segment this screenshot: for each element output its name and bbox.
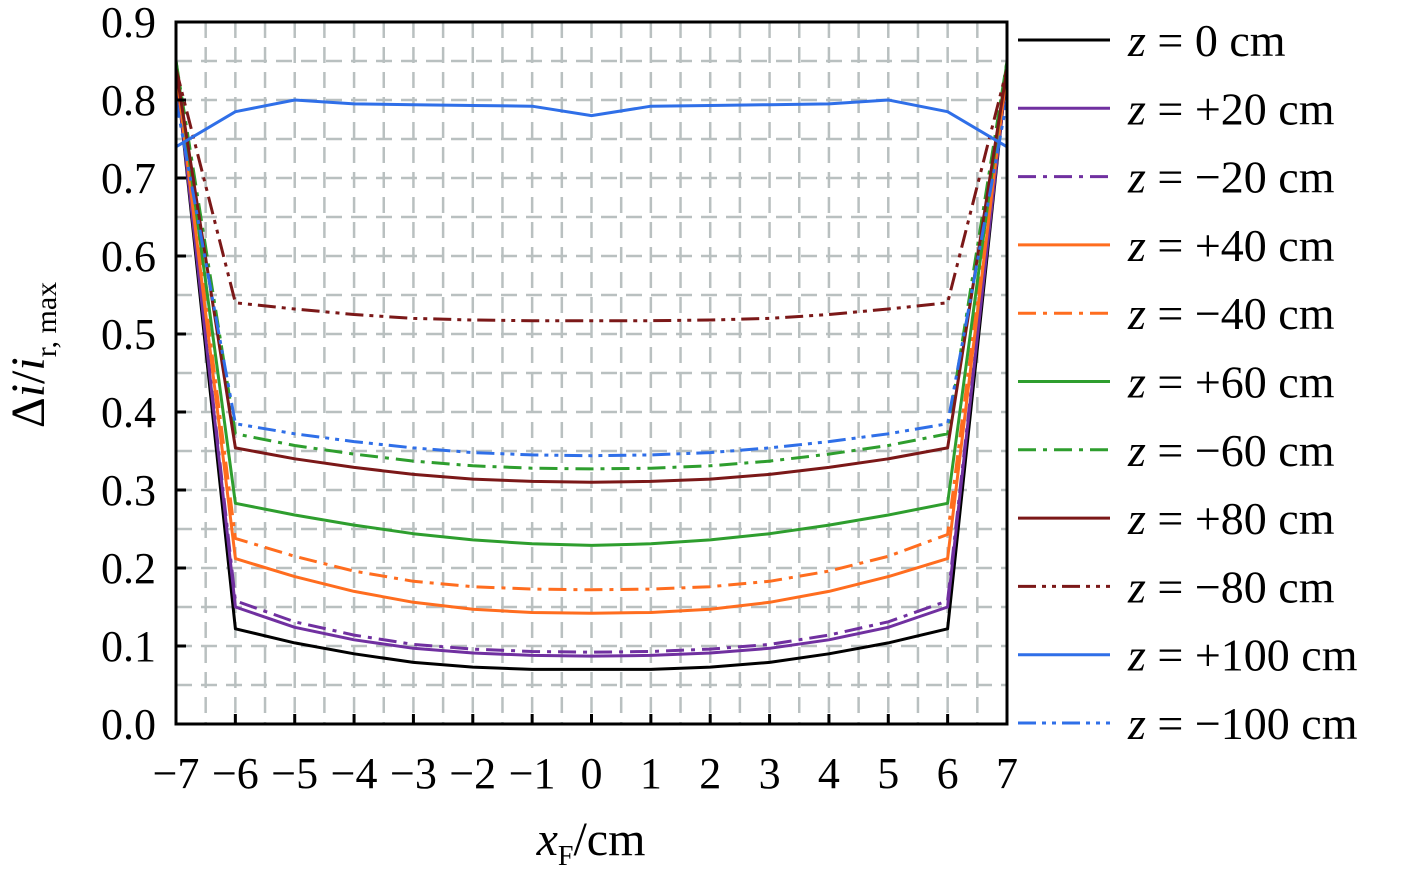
series-line-8 (174, 68, 1009, 323)
y-tick-label: 0.4 (101, 388, 156, 437)
x-tick-label: −7 (153, 749, 200, 798)
legend-label-1: z = +20 cm (1127, 83, 1335, 134)
y-tick-label: 0.1 (101, 622, 156, 671)
x-tick-label: −3 (390, 749, 437, 798)
y-tick-label: 0.8 (101, 76, 156, 125)
x-tick-label: −4 (331, 749, 378, 798)
x-ticks: −7 −6 −5 −4 −3 −2 −1 0 1 2 3 4 5 6 7 (153, 714, 1018, 798)
legend-label-6: z = −60 cm (1127, 425, 1335, 476)
legend-label-10: z = −100 cm (1127, 698, 1358, 749)
series-lines (174, 60, 1009, 671)
y-tick-label: 0.0 (101, 700, 156, 749)
x-tick-label: 7 (996, 749, 1018, 798)
x-tick-label: 4 (818, 749, 840, 798)
series-line-10 (174, 99, 1009, 458)
y-ticks: 0.0 0.1 0.2 0.3 0.4 0.5 0.6 0.7 0.8 0.9 (101, 0, 186, 749)
x-tick-label: 6 (937, 749, 959, 798)
series-line-9 (175, 98, 1008, 149)
x-tick-label: 5 (877, 749, 899, 798)
y-tick-label: 0.2 (101, 544, 156, 593)
legend-label-7: z = +80 cm (1127, 493, 1335, 544)
series-line-1 (174, 68, 1009, 658)
y-tick-label: 0.3 (101, 466, 156, 515)
x-axis-label: xF/cm (536, 813, 646, 872)
x-tick-label: −5 (271, 749, 318, 798)
x-tick-label: −6 (212, 749, 259, 798)
series-line-7 (174, 68, 1009, 484)
x-tick-label: 2 (699, 749, 721, 798)
grid (174, 20, 1009, 726)
x-tick-label: 1 (640, 749, 662, 798)
x-tick-label: 0 (581, 749, 603, 798)
legend-label-8: z = −80 cm (1127, 561, 1335, 612)
y-tick-label: 0.7 (101, 154, 156, 203)
legend-label-9: z = +100 cm (1127, 630, 1358, 681)
legend-label-5: z = +60 cm (1127, 357, 1335, 408)
y-axis-title: Δi/ir, max (2, 282, 63, 428)
series-line-6 (174, 60, 1009, 471)
legend-label-0: z = 0 cm (1127, 15, 1286, 66)
legend-label-3: z = +40 cm (1127, 220, 1335, 271)
y-tick-label: 0.5 (101, 310, 156, 359)
legend-label-4: z = −40 cm (1127, 288, 1335, 339)
series-line-5 (174, 60, 1009, 547)
x-tick-label: −2 (449, 749, 496, 798)
legend: z = 0 cm z = +20 cm z = −20 cm z = +40 cm z … (1018, 15, 1358, 749)
series-line-2 (174, 68, 1009, 654)
series-line-0 (174, 68, 1009, 671)
series-line-4 (174, 68, 1009, 592)
y-tick-label: 0.6 (101, 232, 156, 281)
x-axis-title: xF/cm (536, 813, 646, 872)
y-tick-label: 0.9 (101, 0, 156, 47)
y-axis-label: Δi/ir, max (2, 282, 63, 428)
x-tick-label: −1 (509, 749, 556, 798)
legend-label-2: z = −20 cm (1127, 152, 1335, 203)
x-tick-label: 3 (759, 749, 781, 798)
series-line-3 (174, 68, 1009, 615)
